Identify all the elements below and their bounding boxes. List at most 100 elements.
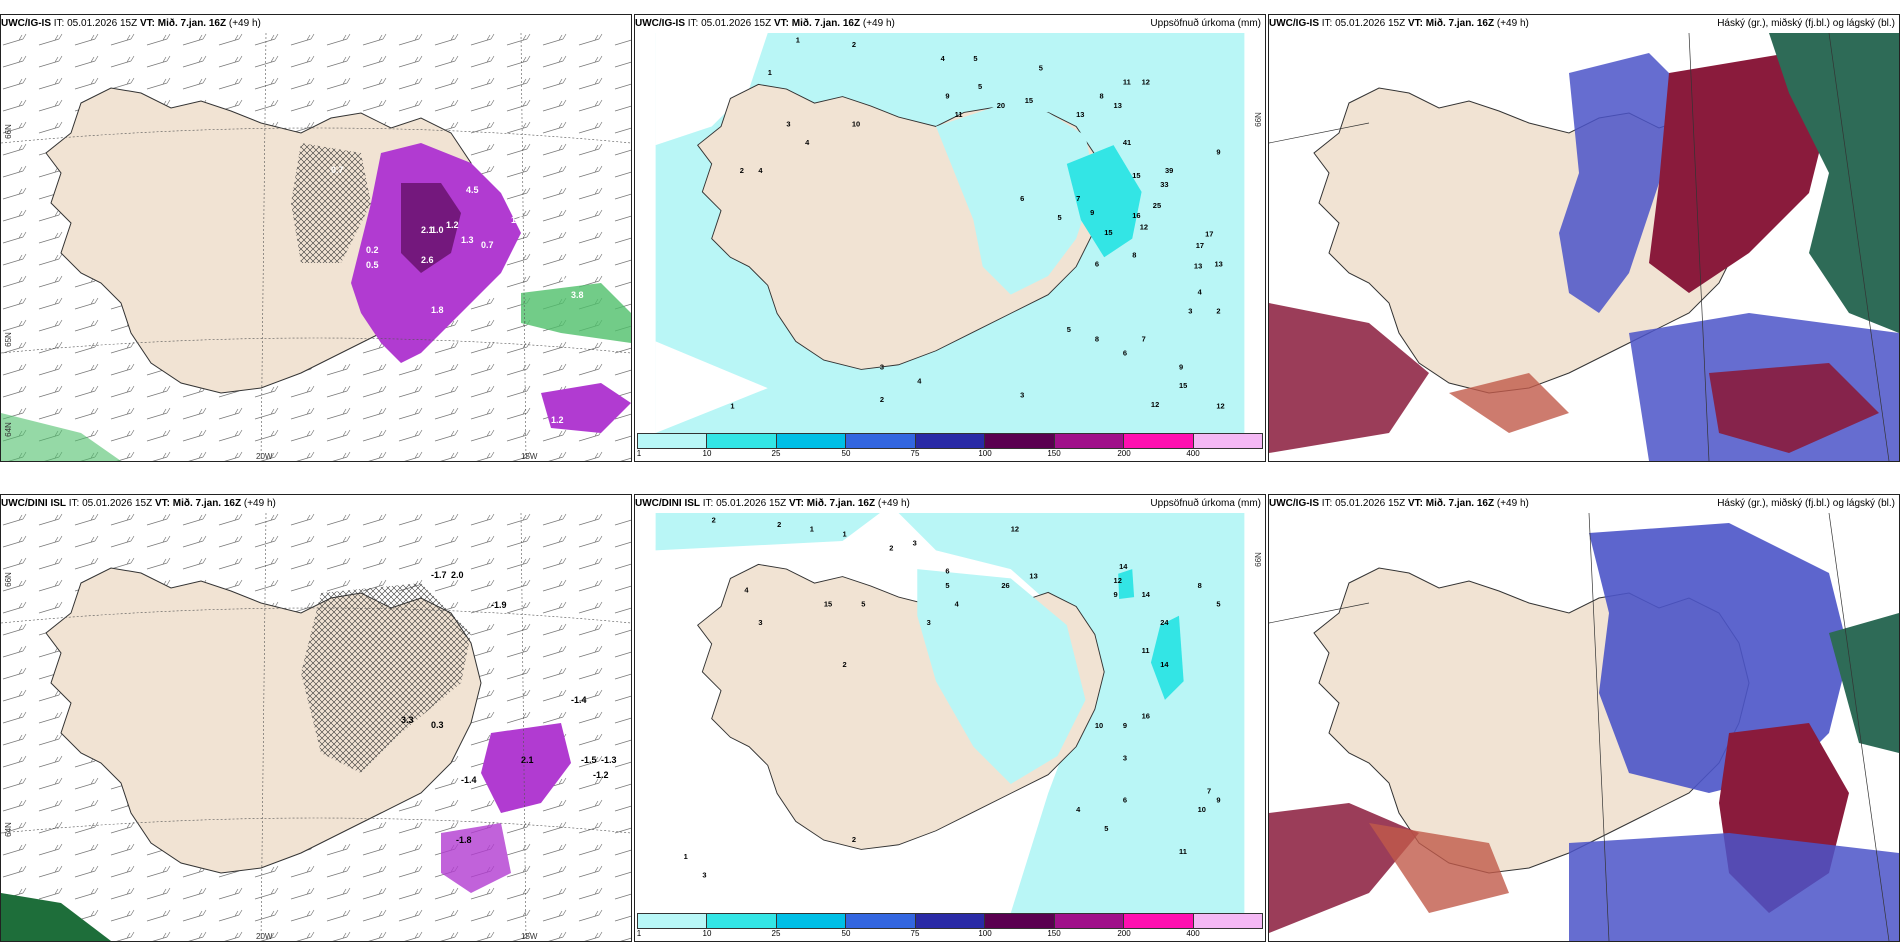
panel-header: UWC/IG-IS IT: 05.01.2026 15Z VT: Mið. 7.… xyxy=(1,15,631,33)
value-label: 11 xyxy=(1142,646,1150,655)
value-label: 0.3 xyxy=(431,720,444,730)
valid-time: VT: Mið. 7.jan. 16Z xyxy=(1407,18,1495,29)
swatch xyxy=(707,434,777,448)
panel-header: UWC/DINI ISL IT: 05.01.2026 15Z VT: Mið.… xyxy=(635,495,1265,513)
value-label: 0.5 xyxy=(366,260,379,270)
value-label: 1.1 xyxy=(511,215,524,225)
lead-time: (+49 h) xyxy=(1496,498,1529,509)
value-label: 13 xyxy=(1214,260,1222,269)
value-label: 14 xyxy=(1119,562,1128,571)
value-label: -1.5 xyxy=(581,755,597,765)
value-label: 0.7 xyxy=(481,240,494,250)
colorbar-label: 150 xyxy=(1047,929,1061,938)
value-label: 9 xyxy=(1114,590,1118,599)
swatch xyxy=(915,914,986,928)
graticule xyxy=(1269,513,1890,941)
value-label: 15 xyxy=(1025,96,1033,105)
value-label: 11 xyxy=(955,110,963,119)
colorbar-swatches xyxy=(637,433,1263,449)
map-wind-snow: -1.7 2.0 -1.9 -1.4 2.1 -1.5 -1.3 -1.2 -1… xyxy=(1,513,631,941)
value-label: 5 xyxy=(945,581,949,590)
value-label: 9 xyxy=(1123,721,1127,730)
value-label: 17 xyxy=(1205,230,1213,239)
value-label: 13 xyxy=(1076,110,1084,119)
precip-heavy-ne xyxy=(1118,569,1135,599)
swatch xyxy=(1193,434,1262,448)
rain-region xyxy=(521,283,631,343)
value-label: 3 xyxy=(1123,754,1127,763)
value-label: 1 xyxy=(684,852,688,861)
colorbar-label: 1 xyxy=(636,929,642,938)
value-label: 1 xyxy=(810,525,814,534)
value-label: -1.8 xyxy=(456,835,472,845)
value-label: 2.6 xyxy=(421,255,434,265)
panel-precip-igis: UWC/IG-IS IT: 05.01.2026 15Z VT: Mið. 7.… xyxy=(634,14,1266,462)
precip-field-north xyxy=(655,513,880,551)
value-label: 13 xyxy=(1194,262,1202,271)
value-label: 16 xyxy=(1132,211,1140,220)
colorbar-label: 400 xyxy=(1186,929,1200,938)
model-name: UWC/IG-IS xyxy=(1269,18,1319,29)
value-label: 4 xyxy=(744,585,749,594)
lat-label-64n: 64N xyxy=(3,422,13,437)
value-label: 1 xyxy=(843,529,847,538)
lat-label-65n: 65N xyxy=(3,332,13,347)
value-label: 12 xyxy=(1142,77,1150,86)
value-label: 12 xyxy=(1140,222,1148,231)
value-label: 4 xyxy=(805,138,810,147)
panel-title: Háský (gr.), miðský (fj.bl.) og lágský (… xyxy=(1717,498,1895,509)
mid-cloud-region xyxy=(1649,53,1829,293)
value-label: 4.5 xyxy=(466,185,479,195)
value-label: 5 xyxy=(1057,213,1061,222)
lat-label-66n: 66N xyxy=(3,572,13,587)
value-label: 24 xyxy=(1160,618,1169,627)
colorbar-label: 50 xyxy=(841,449,851,458)
init-time: IT: 05.01.2026 15Z xyxy=(687,18,772,29)
low-cloud-se xyxy=(1569,833,1899,941)
value-label: 15 xyxy=(1132,171,1140,180)
high-cloud-region xyxy=(1829,613,1899,753)
valid-time: VT: Mið. 7.jan. 16Z xyxy=(773,18,861,29)
map-wind-snow: 2.6 4.5 1.8 2.6 1.0 1.2 1.3 2.1 0.7 0.2 … xyxy=(1,33,631,461)
value-label: 10 xyxy=(1095,721,1103,730)
swatch xyxy=(846,914,916,928)
value-label: 2 xyxy=(843,660,847,669)
value-label: 4 xyxy=(758,166,763,175)
swatch xyxy=(985,434,1055,448)
value-label: 10 xyxy=(852,119,860,128)
value-label: 12 xyxy=(1151,400,1159,409)
value-label: 1 xyxy=(730,402,734,411)
map-clouds xyxy=(1269,513,1899,941)
swatch xyxy=(1124,914,1194,928)
lon-label-15w: 15W xyxy=(521,452,538,461)
panel-wind-snow-dini: UWC/DINI ISL IT: 05.01.2026 15Z VT: Mið.… xyxy=(0,494,632,942)
value-label: 4 xyxy=(1076,805,1081,814)
value-label: 10 xyxy=(1198,805,1206,814)
value-label: 1.3 xyxy=(461,235,474,245)
colorbar-label: 200 xyxy=(1117,929,1131,938)
high-cloud-region xyxy=(1769,33,1899,333)
value-label: 1 xyxy=(796,35,800,44)
value-label: 1.0 xyxy=(431,225,444,235)
value-label: 5 xyxy=(973,54,977,63)
precip-values: 1 2 1 3 4 5 4 5 6 5 8 11 15 20 9 11 13 1… xyxy=(730,35,1224,410)
colorbar-label: 25 xyxy=(771,929,781,938)
panel-title: Uppsöfnuð úrkoma (mm) xyxy=(1150,498,1261,509)
value-label: 26 xyxy=(1001,581,1009,590)
value-label: 4 xyxy=(1198,288,1203,297)
value-label: 9 xyxy=(1216,796,1220,805)
colorbar-label: 150 xyxy=(1047,449,1061,458)
colorbar-label: 100 xyxy=(978,929,992,938)
lon-label-20w: 20W xyxy=(256,452,273,461)
value-label: 8 xyxy=(1198,581,1202,590)
value-label: 25 xyxy=(1153,201,1161,210)
swatch xyxy=(1193,914,1262,928)
lead-time: (+49 h) xyxy=(243,498,276,509)
precip-colorbar: 1 10 25 50 75 100 150 200 400 xyxy=(637,433,1263,459)
precip-colorbar: 1 10 25 50 75 100 150 200 400 xyxy=(637,913,1263,939)
valid-time: VT: Mið. 7.jan. 16Z xyxy=(1407,498,1495,509)
panel-precip-dini: UWC/DINI ISL IT: 05.01.2026 15Z VT: Mið.… xyxy=(634,494,1266,942)
value-label: 3 xyxy=(702,870,706,879)
value-label: 41 xyxy=(1123,138,1131,147)
model-name: UWC/DINI ISL xyxy=(635,498,700,509)
